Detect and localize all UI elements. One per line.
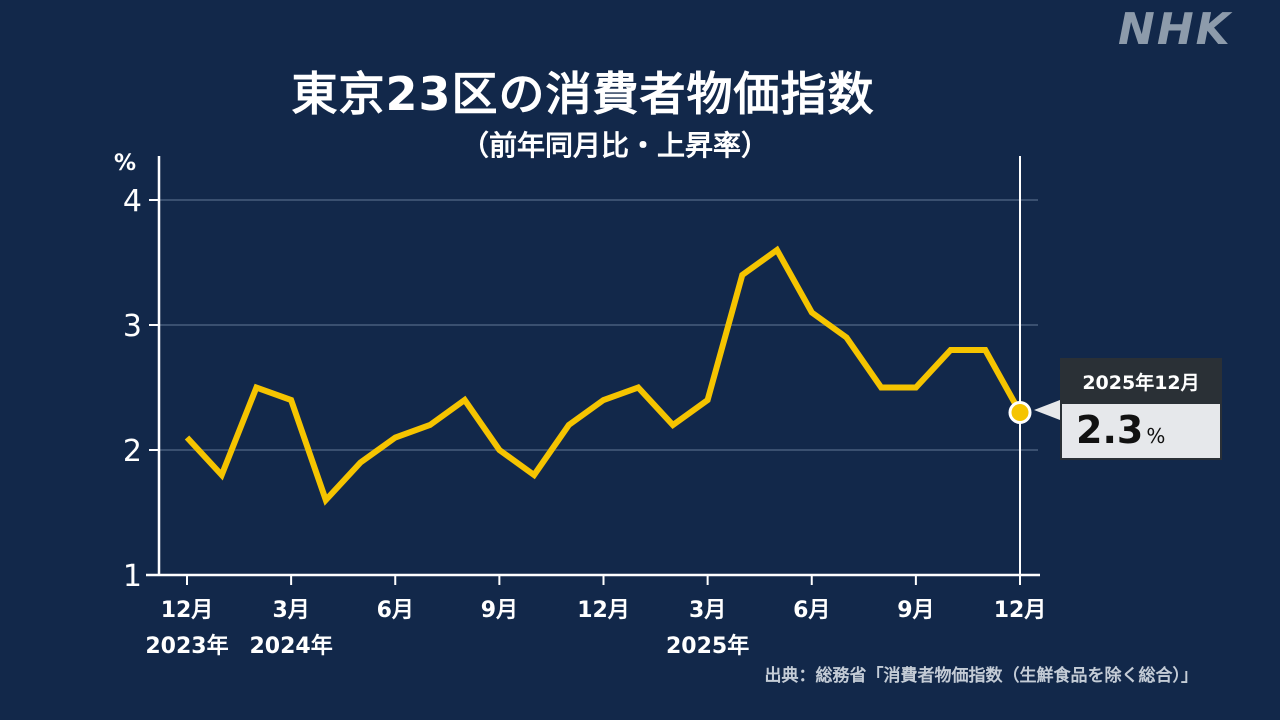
x-tick-month: 9月 (897, 598, 934, 623)
y-tick-label: 1 (123, 559, 142, 594)
y-tick-label: 2 (123, 434, 142, 469)
y-axis-unit: % (114, 151, 136, 176)
chart-subtitle: （前年同月比・上昇率） (460, 129, 769, 162)
callout-unit: % (1146, 424, 1166, 448)
cpi-line (184, 245, 1023, 506)
x-tick-month: 3月 (272, 598, 309, 623)
x-tick-month: 12月 (161, 598, 214, 623)
source-note: 出典：総務省「消費者物価指数（生鮮食品を除く総合）」 (764, 666, 1199, 686)
x-tick-month: 6月 (793, 598, 830, 623)
x-tick-year: 2023年 (145, 633, 228, 659)
x-tick-month: 9月 (481, 598, 518, 623)
x-tick-month: 6月 (377, 598, 414, 623)
callout-body: 2.3 % (1060, 404, 1222, 460)
gridlines (158, 199, 1038, 451)
callout-value: 2.3 (1076, 408, 1144, 452)
x-tick-year: 2025年 (666, 633, 749, 659)
x-tick-month: 3月 (689, 598, 726, 623)
nhk-logo: NHK (1118, 4, 1232, 55)
x-tick-year: 2024年 (250, 633, 333, 659)
callout-period: 2025年12月 (1060, 358, 1222, 404)
x-tick-month: 12月 (577, 598, 630, 623)
y-tick-label: 4 (123, 184, 142, 219)
callout-pointer (1034, 400, 1060, 420)
latest-value-callout: 2025年12月 2.3 % (1034, 358, 1222, 462)
y-tick-label: 3 (123, 309, 142, 344)
x-axis-ticks: 12月 2023年 3月 2024年 6月 9月 12月 3月 2025年 6月 9月 12月 (145, 575, 1046, 659)
axes (146, 156, 1040, 585)
y-axis-ticks: 1 2 3 4 (123, 184, 159, 594)
x-tick-month: 12月 (994, 598, 1047, 623)
chart-title: 東京23区の消費者物価指数 (291, 67, 875, 121)
latest-data-point (1008, 401, 1032, 424)
